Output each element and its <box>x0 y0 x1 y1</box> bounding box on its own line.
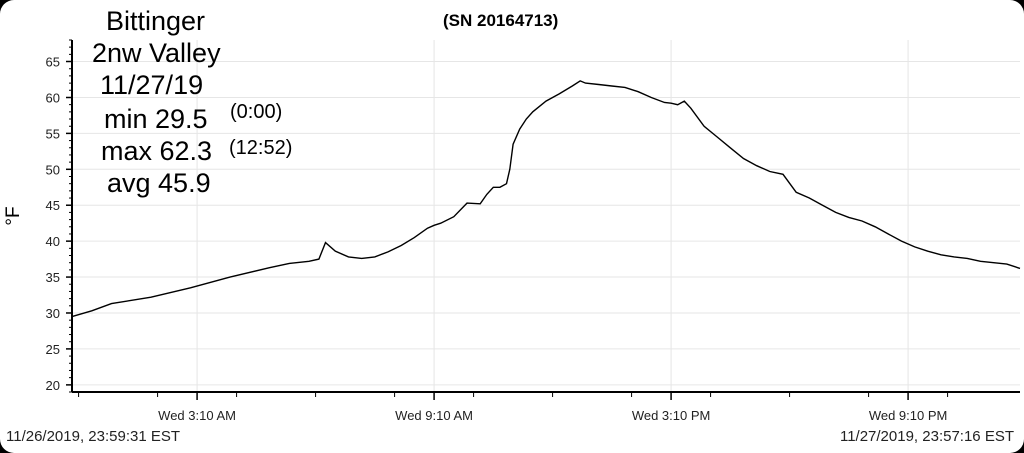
x-axis-tick-labels: Wed 3:10 AM Wed 9:10 AM Wed 3:10 PM Wed 9:1… <box>158 408 947 423</box>
x-tick-label-1: Wed 9:10 AM <box>395 408 473 423</box>
y-tick-label-40: 40 <box>46 234 60 249</box>
y-tick-label-20: 20 <box>46 378 60 393</box>
y-tick-label-50: 50 <box>46 162 60 177</box>
x-tick-label-0: Wed 3:10 AM <box>158 408 236 423</box>
vertical-gridlines <box>196 40 909 400</box>
y-tick-label-30: 30 <box>46 306 60 321</box>
end-timestamp: 11/27/2019, 23:57:16 EST <box>839 428 1014 445</box>
start-timestamp: 11/26/2019, 23:59:31 EST <box>6 428 181 445</box>
site-name-line2: 2nw Valley <box>92 38 221 68</box>
y-tick-label-35: 35 <box>46 270 60 285</box>
y-axis-tick-labels: 20 25 30 35 40 45 50 55 60 65 <box>46 55 60 393</box>
y-tick-label-45: 45 <box>46 198 60 213</box>
horizontal-gridlines <box>66 60 1020 386</box>
min-value: min 29.5 <box>104 104 208 134</box>
date-label: 11/27/19 <box>100 70 204 100</box>
serial-number: (SN 20164713) <box>443 11 559 30</box>
y-axis-label: °F <box>3 206 24 226</box>
x-tick-label-2: Wed 3:10 PM <box>632 408 711 423</box>
min-time: (0:00) <box>230 101 283 123</box>
y-tick-label-60: 60 <box>46 90 60 105</box>
max-time: (12:52) <box>229 137 293 159</box>
max-value: max 62.3 <box>101 136 213 166</box>
series-line-temperature <box>71 80 1021 318</box>
x-tick-label-3: Wed 9:10 PM <box>869 408 948 423</box>
avg-value: avg 45.9 <box>107 168 211 198</box>
y-tick-label-25: 25 <box>46 342 60 357</box>
y-axis-minor-ticks <box>69 39 72 393</box>
x-axis-minor-ticks <box>78 392 949 397</box>
y-tick-label-55: 55 <box>46 126 60 141</box>
y-tick-label-65: 65 <box>46 55 60 70</box>
site-name-line1: Bittinger <box>106 6 206 36</box>
